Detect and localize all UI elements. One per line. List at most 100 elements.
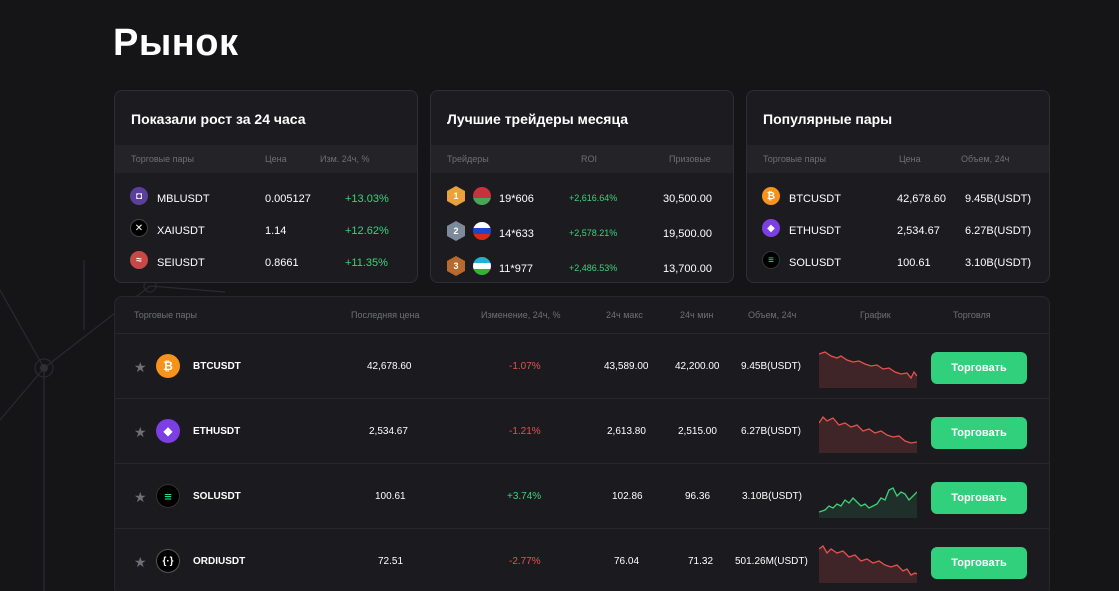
low-24h: 96.36	[685, 491, 711, 502]
bitcoin-icon: ₿	[156, 354, 180, 378]
favorite-star-icon[interactable]: ★	[134, 489, 147, 505]
popular-card-header: Торговые пары Цена Объем, 24ч	[747, 145, 1049, 173]
bitcoin-icon: ₿	[762, 187, 780, 205]
pair-name: SOLUSDT	[193, 491, 241, 502]
pair-name: BTCUSDT	[789, 193, 841, 205]
volume-24h: 3.10B(USDT)	[742, 491, 803, 502]
trader-row[interactable]: 1 19*606 +2,616.64% 30,500.00	[431, 183, 733, 215]
volume: 3.10B(USDT)	[965, 257, 1032, 269]
prize: 30,500.00	[663, 193, 712, 205]
pair-name: ORDIUSDT	[193, 556, 246, 567]
roi: +2,486.53%	[569, 263, 618, 273]
price-sparkline-chart	[819, 415, 917, 453]
price-sparkline-chart	[819, 351, 917, 388]
bronze-medal-icon: 3	[447, 256, 465, 276]
high-24h: 102.86	[612, 491, 643, 502]
growth-row[interactable]: ≈ SEIUSDT 0.8661 +11.35%	[115, 247, 417, 279]
column-header: Торговля	[953, 310, 991, 320]
high-24h: 76.04	[614, 556, 640, 567]
change: +11.35%	[345, 257, 388, 269]
price: 0.005127	[265, 193, 311, 205]
high-24h: 43,589.00	[604, 361, 649, 372]
trader-row[interactable]: 2 14*633 +2,578.21% 19,500.00	[431, 218, 733, 250]
price: 100.61	[897, 257, 931, 269]
traders-card-title: Лучшие трейдеры месяца	[447, 111, 629, 127]
pair-name: ETHUSDT	[789, 225, 841, 237]
price-sparkline-chart	[819, 545, 917, 583]
market-row[interactable]: ★ ◆ ETHUSDT 2,534.67 -1.21% 2,613.80 2,5…	[115, 398, 1049, 463]
favorite-star-icon[interactable]: ★	[134, 359, 147, 375]
change: -2.77%	[509, 556, 541, 567]
column-header: Изменение, 24ч, %	[481, 310, 561, 320]
column-header: 24ч макс	[606, 310, 643, 320]
growth-card-header: Торговые пары Цена Изм. 24ч, %	[115, 145, 417, 173]
last-price: 72.51	[378, 556, 404, 567]
ethereum-icon: ◆	[156, 419, 180, 443]
belarus-flag-icon	[473, 187, 491, 205]
ethereum-icon: ◆	[762, 219, 780, 237]
traders-card-header: Трейдеры ROI Призовые	[431, 145, 733, 173]
popular-row[interactable]: ≡ SOLUSDT 100.61 3.10B(USDT)	[747, 247, 1049, 279]
pair-name: XAIUSDT	[157, 225, 205, 237]
russia-flag-icon	[473, 222, 491, 240]
page-title: Рынок	[113, 22, 239, 64]
trade-button[interactable]: Торговать	[931, 547, 1027, 579]
column-header: Цена	[899, 154, 921, 164]
change: +13.03%	[345, 193, 389, 205]
xai-icon: ✕	[130, 219, 148, 237]
trader-name: 14*633	[499, 228, 534, 240]
column-header: Торговые пары	[763, 154, 827, 164]
roi: +2,616.64%	[569, 193, 618, 203]
market-table: Торговые пары Последняя цена Изменение, …	[114, 296, 1050, 591]
solana-icon: ≡	[762, 251, 780, 269]
growth-row[interactable]: ◘ MBLUSDT 0.005127 +13.03%	[115, 183, 417, 215]
silver-medal-icon: 2	[447, 221, 465, 241]
low-24h: 2,515.00	[678, 426, 717, 437]
popular-row[interactable]: ◆ ETHUSDT 2,534.67 6.27B(USDT)	[747, 215, 1049, 247]
price: 42,678.60	[897, 193, 946, 205]
trade-button[interactable]: Торговать	[931, 482, 1027, 514]
uzbekistan-flag-icon	[473, 257, 491, 275]
prize: 19,500.00	[663, 228, 712, 240]
column-header: Цена	[265, 154, 287, 164]
pair-name: SEIUSDT	[157, 257, 205, 269]
trade-button[interactable]: Торговать	[931, 417, 1027, 449]
trader-name: 11*977	[499, 263, 534, 275]
last-price: 42,678.60	[367, 361, 412, 372]
favorite-star-icon[interactable]: ★	[134, 554, 147, 570]
price-sparkline-chart	[819, 487, 917, 518]
column-header: Торговые пары	[134, 310, 198, 320]
column-header: Призовые	[669, 154, 711, 164]
traders-card: Лучшие трейдеры месяца Трейдеры ROI Приз…	[430, 90, 734, 283]
growth-row[interactable]: ✕ XAIUSDT 1.14 +12.62%	[115, 215, 417, 247]
low-24h: 42,200.00	[675, 361, 720, 372]
change: -1.07%	[509, 361, 541, 372]
trade-button[interactable]: Торговать	[931, 352, 1027, 384]
favorite-star-icon[interactable]: ★	[134, 424, 147, 440]
sei-icon: ≈	[130, 251, 148, 269]
column-header: Трейдеры	[447, 154, 489, 164]
popular-row[interactable]: ₿ BTCUSDT 42,678.60 9.45B(USDT)	[747, 183, 1049, 215]
column-header: Торговые пары	[131, 154, 195, 164]
pair-name: ETHUSDT	[193, 426, 241, 437]
column-header: Изм. 24ч, %	[320, 154, 370, 164]
high-24h: 2,613.80	[607, 426, 646, 437]
price: 0.8661	[265, 257, 299, 269]
column-header: ROI	[581, 154, 598, 164]
ordi-icon: {·}	[156, 549, 180, 573]
column-header: 24ч мин	[680, 310, 714, 320]
trader-row[interactable]: 3 11*977 +2,486.53% 13,700.00	[431, 253, 733, 282]
market-row[interactable]: ★ ≡ SOLUSDT 100.61 +3.74% 102.86 96.36 3…	[115, 463, 1049, 528]
column-header: График	[860, 310, 891, 320]
trader-name: 19*606	[499, 193, 534, 205]
change: -1.21%	[509, 426, 541, 437]
market-row[interactable]: ★ ₿ BTCUSDT 42,678.60 -1.07% 43,589.00 4…	[115, 333, 1049, 398]
last-price: 2,534.67	[369, 426, 408, 437]
low-24h: 71.32	[688, 556, 714, 567]
pair-name: BTCUSDT	[193, 361, 241, 372]
column-header: Последняя цена	[351, 310, 420, 320]
prize: 13,700.00	[663, 263, 712, 275]
column-header: Объем, 24ч	[748, 310, 797, 320]
growth-card-title: Показали рост за 24 часа	[131, 111, 306, 127]
market-row[interactable]: ★ {·} ORDIUSDT 72.51 -2.77% 76.04 71.32 …	[115, 528, 1049, 591]
